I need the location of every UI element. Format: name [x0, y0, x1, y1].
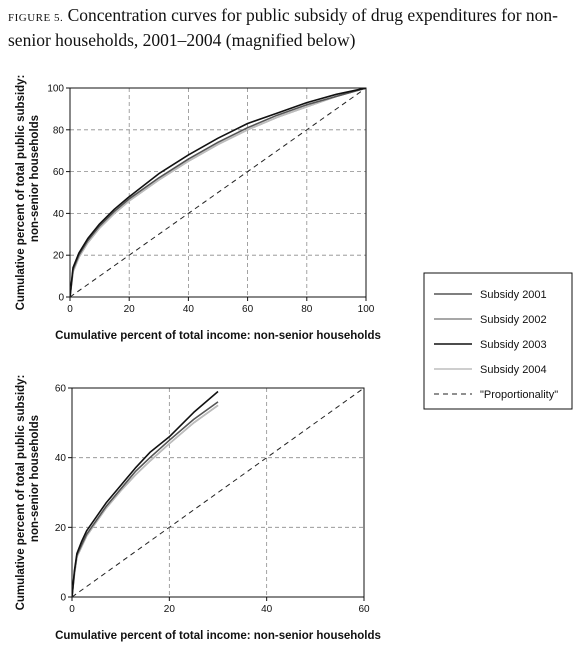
y-tick-label: 60	[53, 167, 65, 178]
series-line-subsidy-2004	[72, 404, 219, 597]
y-tick-label: 60	[55, 384, 67, 395]
plot-frame	[71, 387, 365, 598]
series-line-subsidy-2004	[70, 88, 366, 297]
figure-caption: FIGURE 5. Concentration curves for publi…	[8, 4, 578, 51]
x-tick-label: 40	[261, 604, 273, 615]
x-tick-label: 40	[183, 304, 195, 315]
y-tick-label: 100	[47, 84, 64, 95]
legend-box	[423, 272, 573, 410]
x-tick-label: 20	[124, 304, 136, 315]
legend: Subsidy 2001 Subsidy 2002 Subsidy 2003 Subs…	[423, 272, 573, 410]
legend-label: Subsidy 2004	[480, 364, 547, 376]
y-axis-label-line1: Cumulative percent of total public subsi…	[15, 375, 27, 611]
y-tick-label: 20	[53, 251, 65, 262]
y-tick-label: 20	[55, 523, 67, 534]
x-tick-label: 100	[358, 304, 375, 315]
y-tick-label: 40	[53, 209, 65, 220]
x-tick-label: 0	[67, 304, 73, 315]
y-tick-label: 80	[53, 125, 65, 136]
x-tick-label: 60	[242, 304, 254, 315]
x-tick-label: 0	[69, 604, 75, 615]
y-axis-label-line2: non-senior households	[29, 115, 41, 242]
plot-frame	[69, 87, 367, 298]
legend-label: "Proportionality"	[480, 389, 558, 401]
x-tick-label: 20	[164, 604, 176, 615]
y-tick-label: 0	[60, 593, 66, 604]
x-axis-label: Cumulative percent of total income: non-…	[55, 630, 381, 642]
y-tick-label: 0	[58, 293, 64, 304]
figure-title: Concentration curves for public subsidy …	[8, 5, 558, 50]
legend-label: Subsidy 2003	[480, 339, 547, 351]
x-axis-label: Cumulative percent of total income: non-…	[55, 330, 381, 342]
x-tick-label: 60	[358, 604, 370, 615]
y-axis-label-line1: Cumulative percent of total public subsi…	[15, 75, 27, 311]
series-line-subsidy-2003	[70, 88, 366, 297]
chart-bottom: 0 20 40 60 0 20 40 60 Cumulative percent of tota…	[15, 375, 381, 642]
series-line-subsidy-2003	[72, 390, 219, 597]
x-tick-label: 80	[301, 304, 313, 315]
figure-label: FIGURE 5.	[8, 12, 64, 24]
y-tick-label: 40	[55, 453, 67, 464]
series-line-subsidy-2002	[72, 404, 219, 597]
series-line-subsidy-2001	[70, 88, 366, 297]
legend-label: Subsidy 2002	[480, 314, 547, 326]
series-line-proportionality	[72, 388, 364, 597]
series-line-proportionality	[70, 88, 366, 297]
y-axis-label-line2: non-senior households	[29, 415, 41, 542]
series-line-subsidy-2001	[72, 401, 219, 597]
chart-top: 0 20 40 60 80 100 0 20 40 60 80 100 Cumulative perce…	[15, 75, 381, 342]
legend-label: Subsidy 2001	[480, 289, 547, 301]
